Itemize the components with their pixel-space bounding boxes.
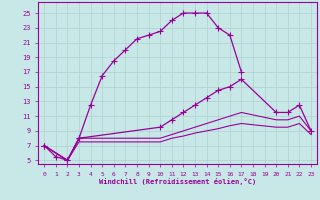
X-axis label: Windchill (Refroidissement éolien,°C): Windchill (Refroidissement éolien,°C) — [99, 178, 256, 185]
